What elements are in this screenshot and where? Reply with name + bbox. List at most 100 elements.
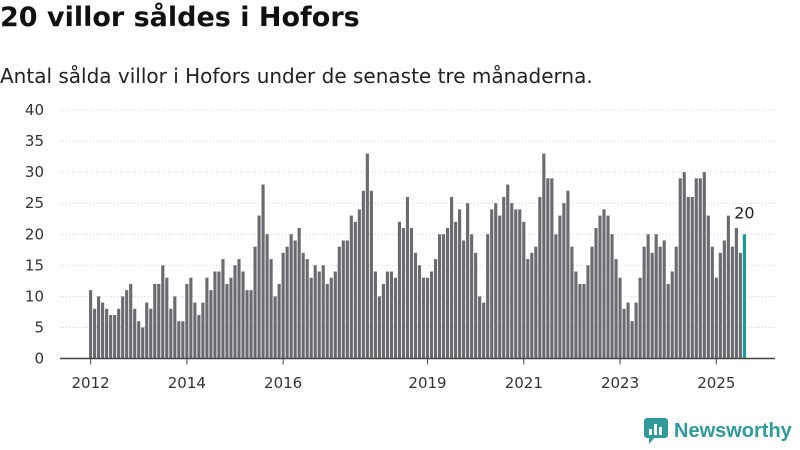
bar <box>526 259 530 359</box>
bar <box>582 283 586 359</box>
bar <box>437 234 442 359</box>
bar <box>325 283 329 359</box>
bar <box>181 321 185 359</box>
bar <box>646 234 650 359</box>
bar <box>201 302 205 359</box>
bar <box>566 190 570 359</box>
bar <box>297 228 301 359</box>
bar <box>273 296 277 359</box>
bar <box>157 283 161 359</box>
newsworthy-logo: Newsworthy <box>644 418 792 444</box>
bar <box>714 277 718 359</box>
x-tick-label: 2016 <box>264 374 302 392</box>
bar <box>610 234 614 359</box>
bar <box>666 283 670 359</box>
bar <box>309 277 313 359</box>
bar <box>409 228 414 359</box>
bar <box>618 277 622 359</box>
bar <box>205 277 209 359</box>
bar <box>213 271 217 359</box>
bar <box>578 283 582 359</box>
bar <box>153 283 157 359</box>
bar <box>161 265 165 359</box>
bar <box>373 271 377 359</box>
bar <box>710 246 714 359</box>
y-tick-label: 0 <box>34 350 44 368</box>
bar <box>425 277 430 359</box>
bar <box>450 196 454 359</box>
bar <box>470 234 474 359</box>
bar <box>197 315 201 359</box>
bar <box>353 221 357 359</box>
x-tick-label: 2023 <box>601 374 639 392</box>
bar <box>586 265 590 359</box>
bar <box>558 215 562 359</box>
x-tick-label: 2019 <box>408 374 446 392</box>
bar <box>514 209 518 359</box>
y-tick-label: 15 <box>25 256 44 274</box>
bar <box>269 259 273 359</box>
bar <box>429 271 434 359</box>
bar <box>129 283 133 359</box>
bar <box>241 271 245 359</box>
bar <box>562 203 566 359</box>
bar <box>97 296 101 359</box>
bar <box>137 321 141 359</box>
bar <box>534 246 538 359</box>
bar <box>630 321 634 359</box>
bar <box>345 240 349 359</box>
y-tick-label: 30 <box>25 163 44 181</box>
bar <box>305 259 309 359</box>
bar <box>397 221 402 359</box>
bar <box>165 277 169 359</box>
bar <box>233 265 237 359</box>
bar <box>658 246 662 359</box>
bar <box>433 259 438 359</box>
bar <box>550 178 554 359</box>
bar <box>642 246 646 359</box>
bar <box>385 271 389 359</box>
chart-title: 20 villor såldes i Hofors <box>0 2 360 33</box>
chart-subtitle: Antal sålda villor i Hofors under de sen… <box>0 64 593 88</box>
bar <box>389 271 393 359</box>
bar <box>614 259 618 359</box>
bar <box>686 196 690 359</box>
bar <box>105 308 109 359</box>
bar <box>109 315 113 359</box>
bar <box>706 215 710 359</box>
bar <box>193 302 197 359</box>
bar <box>405 196 410 359</box>
bar <box>530 252 534 359</box>
bar <box>169 308 173 359</box>
bar <box>89 290 93 359</box>
bar <box>321 265 325 359</box>
bar <box>622 308 626 359</box>
bar <box>289 234 293 359</box>
bar <box>125 290 129 359</box>
bar <box>650 252 654 359</box>
y-tick-label: 10 <box>25 287 44 305</box>
y-tick-label: 40 <box>25 101 44 119</box>
bar <box>365 153 369 359</box>
bar <box>510 203 514 359</box>
y-tick-label: 35 <box>25 132 44 150</box>
bar <box>590 246 594 359</box>
bar <box>281 252 285 359</box>
bar <box>486 234 490 359</box>
bar <box>173 296 177 359</box>
newsworthy-logo-icon <box>644 418 668 444</box>
bar <box>317 271 321 359</box>
bar <box>93 308 97 359</box>
bar <box>458 209 462 359</box>
bar <box>682 172 686 359</box>
bar <box>177 321 181 359</box>
bar <box>718 252 722 359</box>
bar <box>145 302 149 359</box>
bar <box>417 265 422 359</box>
bar <box>337 246 341 359</box>
bar-highlight <box>742 234 746 359</box>
bar <box>149 308 153 359</box>
bar <box>265 234 269 359</box>
bar <box>654 234 658 359</box>
x-tick-label: 2021 <box>505 374 543 392</box>
